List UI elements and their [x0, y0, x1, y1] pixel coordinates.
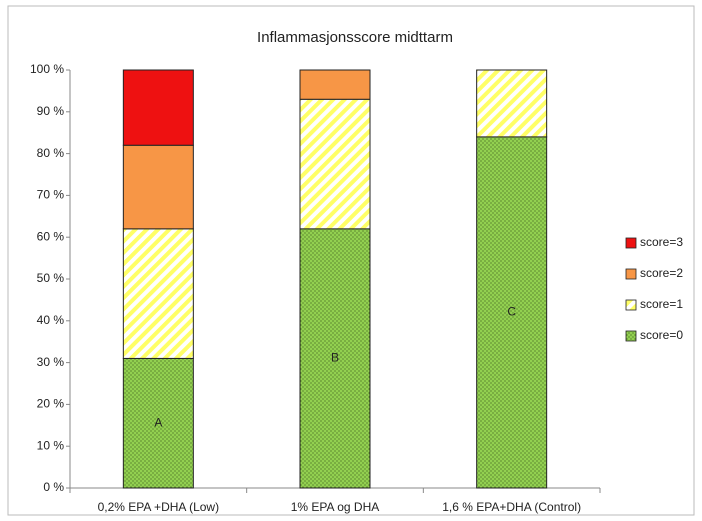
- bar-segment: [122, 144, 194, 230]
- legend-swatch: [625, 237, 637, 249]
- y-tick-label: 100 %: [30, 62, 64, 76]
- x-tick-label: 0,2% EPA +DHA (Low): [98, 500, 220, 514]
- bar-segment: [299, 228, 371, 489]
- bar-segment: [299, 69, 371, 100]
- y-tick-label: 10 %: [37, 438, 65, 452]
- legend-label: score=1: [640, 297, 683, 311]
- bar-segment: [299, 98, 371, 230]
- bar-segment: [122, 357, 194, 489]
- y-tick-label: 90 %: [37, 104, 65, 118]
- annotation: C: [507, 305, 516, 319]
- legend-label: score=0: [640, 328, 683, 342]
- y-tick-label: 0 %: [43, 480, 64, 494]
- y-tick-label: 80 %: [37, 146, 65, 160]
- bar-segment: [476, 136, 548, 489]
- x-tick-label: 1,6 % EPA+DHA (Control): [442, 500, 581, 514]
- y-tick-label: 20 %: [37, 397, 65, 411]
- legend-swatch: [625, 299, 637, 311]
- chart-title: Inflammasjonsscore midttarm: [257, 29, 453, 46]
- annotation: A: [154, 415, 162, 429]
- legend-swatch: [625, 268, 637, 280]
- legend-label: score=2: [640, 266, 683, 280]
- x-tick-label: 1% EPA og DHA: [291, 500, 380, 514]
- y-tick-label: 60 %: [37, 229, 65, 243]
- legend-label: score=3: [640, 235, 683, 249]
- y-tick-label: 30 %: [37, 355, 65, 369]
- bar-segment: [122, 228, 194, 359]
- y-tick-label: 50 %: [37, 271, 65, 285]
- annotation: B: [331, 351, 339, 365]
- y-tick-label: 70 %: [37, 188, 65, 202]
- bar-segment: [476, 69, 548, 138]
- bar-segment: [122, 69, 194, 146]
- y-tick-label: 40 %: [37, 313, 65, 327]
- legend-swatch: [625, 330, 637, 342]
